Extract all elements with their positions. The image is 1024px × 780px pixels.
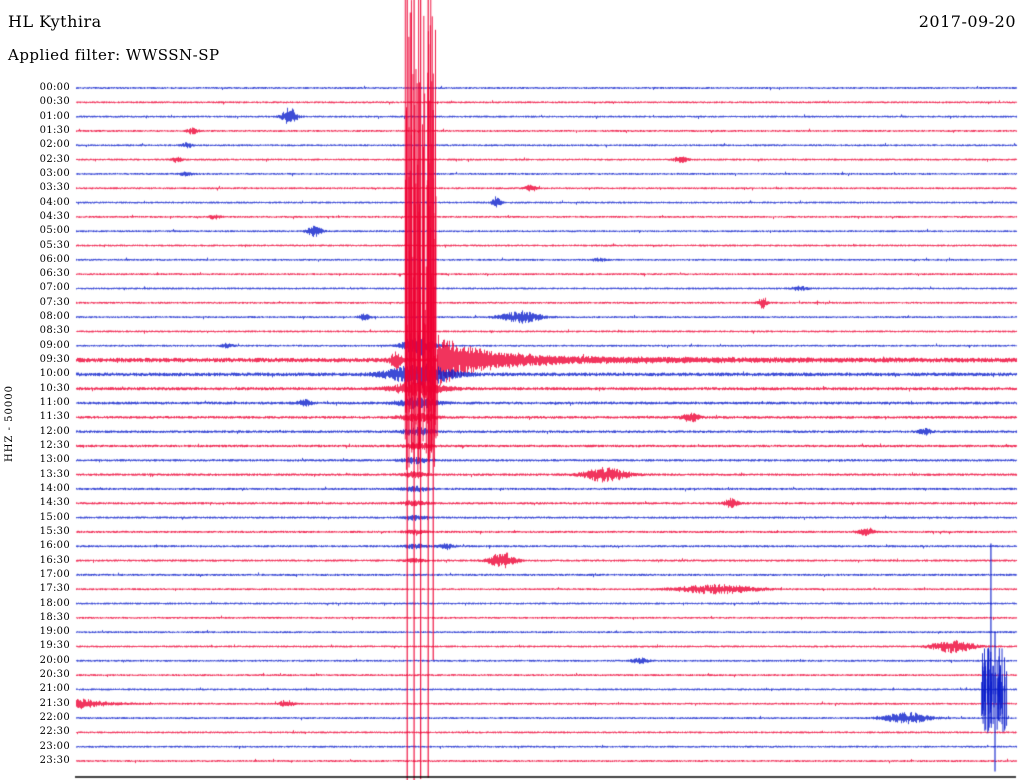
time-label: 10:00	[39, 368, 70, 380]
time-label: 12:30	[39, 440, 70, 451]
time-label: 05:00	[39, 225, 70, 237]
time-label: 17:00	[39, 568, 70, 580]
station-name: HL Kythira	[8, 12, 102, 31]
record-date: 2017-09-20	[918, 12, 1016, 31]
time-label: 12:00	[39, 425, 70, 437]
time-label: 05:30	[39, 239, 70, 251]
time-label: 01:00	[39, 110, 70, 122]
time-label: 08:00	[39, 311, 70, 323]
time-label: 09:30	[39, 354, 70, 366]
time-label: 13:30	[39, 468, 70, 480]
time-label: 06:30	[39, 268, 70, 280]
time-label: 18:30	[39, 611, 70, 623]
time-label: 20:00	[39, 654, 70, 666]
time-label: 16:00	[39, 540, 70, 552]
time-label: 02:30	[39, 153, 70, 165]
time-label: 03:00	[39, 167, 70, 179]
time-label: 02:00	[39, 139, 70, 151]
filter-label: Applied filter: WWSSN-SP	[8, 46, 220, 64]
time-label: 22:30	[39, 726, 70, 738]
time-label: 10:30	[39, 382, 70, 394]
time-label: 06:00	[39, 253, 70, 265]
time-label: 22:00	[39, 712, 70, 724]
time-label: 15:00	[39, 511, 70, 523]
time-label: 03:30	[39, 182, 70, 194]
time-label: 23:30	[39, 755, 70, 767]
time-label: 00:30	[39, 96, 70, 108]
time-label: 23:00	[39, 740, 70, 752]
time-label: 14:30	[39, 497, 70, 509]
time-label: 07:30	[39, 296, 70, 308]
time-label: 21:00	[39, 683, 70, 695]
time-label: 19:30	[39, 640, 70, 652]
time-label: 17:30	[39, 583, 70, 595]
time-label: 11:30	[39, 411, 70, 423]
time-label: 15:30	[39, 525, 70, 537]
time-label: 04:30	[39, 210, 70, 222]
time-label: 04:00	[39, 196, 70, 208]
y-axis-label: HHZ - 50000	[4, 385, 15, 462]
time-label: 00:00	[39, 82, 70, 93]
time-label: 13:00	[39, 454, 70, 466]
time-label: 16:30	[39, 554, 70, 566]
time-label: 07:00	[39, 282, 70, 294]
time-label: 09:00	[39, 339, 70, 351]
time-label: 11:00	[39, 397, 70, 409]
time-label: 01:30	[39, 124, 70, 136]
time-label: 21:30	[39, 697, 70, 709]
time-label: 20:30	[39, 669, 70, 681]
time-label: 14:00	[39, 482, 70, 494]
time-label: 18:00	[39, 597, 70, 609]
time-label: 08:30	[39, 325, 70, 337]
time-label: 19:00	[39, 626, 70, 638]
